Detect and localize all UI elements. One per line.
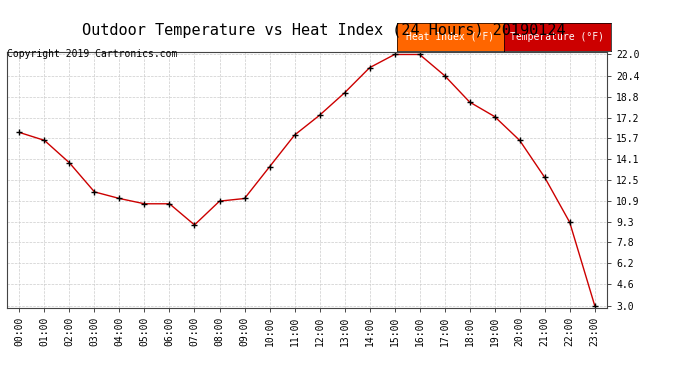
- Text: Copyright 2019 Cartronics.com: Copyright 2019 Cartronics.com: [7, 49, 177, 59]
- Text: Heat Index (°F): Heat Index (°F): [406, 32, 494, 42]
- Text: Outdoor Temperature vs Heat Index (24 Hours) 20190124: Outdoor Temperature vs Heat Index (24 Ho…: [83, 22, 566, 38]
- Text: Temperature (°F): Temperature (°F): [510, 32, 604, 42]
